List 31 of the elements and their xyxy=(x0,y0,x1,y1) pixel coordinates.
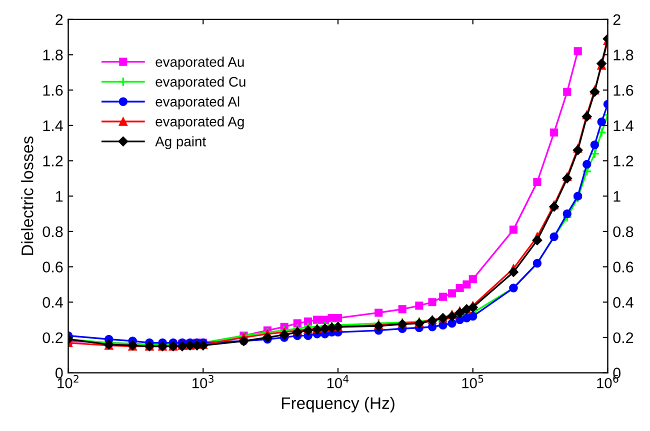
x-tick-label: 10$^{3}$ xyxy=(192,374,214,388)
y2-tick-label: 1 xyxy=(614,191,620,202)
x-axis-title: Frequency (Hz) xyxy=(282,396,394,412)
y2-tick-label: 0.4 xyxy=(613,297,634,308)
y-tick-label: 1.6 xyxy=(43,84,63,96)
y2-tick-label: 1.2 xyxy=(614,156,634,166)
y-tick-label: 0.4 xyxy=(42,297,63,308)
y-tick-label: 0.2 xyxy=(42,332,63,344)
y2-tick-label: 0.8 xyxy=(613,226,634,238)
y-axis-title: Dielectric losses xyxy=(21,136,34,255)
y-tick-label: 1 xyxy=(56,191,63,202)
y2-tick-label: 2 xyxy=(613,14,620,25)
y-tick-label: 1.2 xyxy=(43,156,63,166)
y-tick-label: 0 xyxy=(55,368,63,378)
y2-tick-label: 0.6 xyxy=(613,262,634,272)
legend-label: evaporated Au xyxy=(156,56,244,70)
legend-label: evaporated Ag xyxy=(156,116,244,130)
legend-label: evaporated Cu xyxy=(156,76,246,90)
y-tick-label: 0.8 xyxy=(42,226,63,238)
y-tick-label: 2 xyxy=(56,14,63,25)
y2-tick-label: 1.4 xyxy=(614,120,634,131)
legend-label: evaporated Al xyxy=(156,96,240,110)
y-tick-label: 1.8 xyxy=(43,50,63,60)
y2-tick-label: 0.2 xyxy=(613,332,634,344)
y-tick-label: 1.4 xyxy=(43,120,63,131)
y-tick-label: 0.6 xyxy=(42,262,63,272)
y2-tick-label: 1.6 xyxy=(614,84,634,96)
x-tick-label: 10$^{5}$ xyxy=(462,375,484,388)
y2-tick-label: 1.8 xyxy=(614,50,634,60)
legend-label: Ag paint xyxy=(155,136,206,150)
x-tick-label: 10$^{4}$ xyxy=(327,375,349,388)
